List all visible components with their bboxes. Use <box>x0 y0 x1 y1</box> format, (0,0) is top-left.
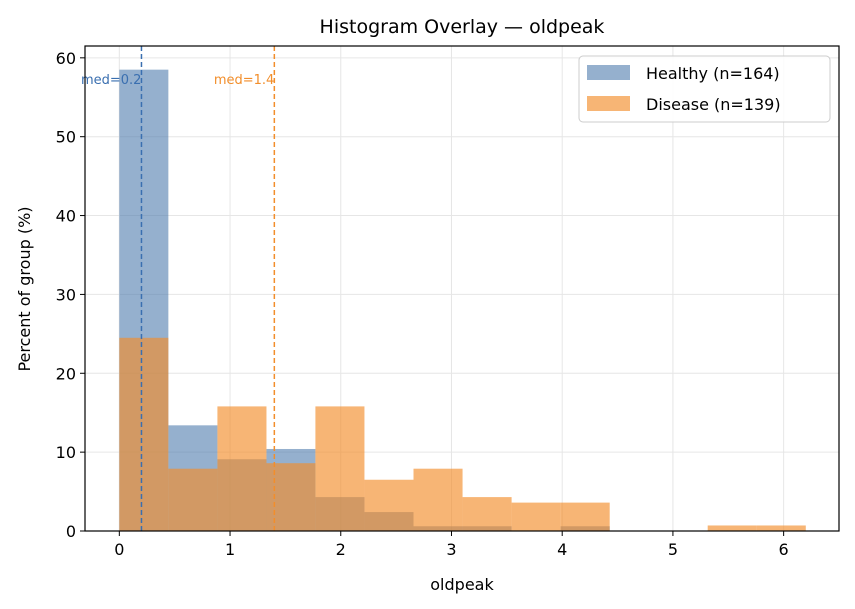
y-tick-label: 20 <box>56 364 76 383</box>
x-tick-label: 2 <box>336 540 346 559</box>
histogram-bar-disease <box>511 502 561 531</box>
x-tick-label: 4 <box>557 540 567 559</box>
legend-swatch-healthy <box>587 65 630 80</box>
histogram-bar-disease <box>364 479 414 531</box>
chart-title: Histogram Overlay — oldpeak <box>320 16 605 38</box>
x-tick-label: 3 <box>446 540 456 559</box>
x-tick-label: 5 <box>668 540 678 559</box>
median-label: med=1.4 <box>214 73 274 88</box>
plot-frame <box>84 45 840 532</box>
legend: Healthy (n=164) Disease (n=139) <box>578 55 831 123</box>
histogram-bar-disease <box>707 525 757 531</box>
histogram-bar-disease <box>756 525 806 531</box>
y-tick-label: 40 <box>56 207 76 226</box>
y-axis-ticks: 0 10 20 30 40 50 60 <box>56 49 85 541</box>
y-tick-label: 10 <box>56 443 76 462</box>
histogram-bar-disease <box>119 337 169 531</box>
y-tick-label: 50 <box>56 128 76 147</box>
legend-box <box>578 55 831 123</box>
x-axis-label: oldpeak <box>430 575 494 594</box>
median-lines: med=0.2 med=1.4 <box>81 46 276 531</box>
histogram-bar-disease <box>168 468 218 531</box>
x-tick-label: 1 <box>225 540 235 559</box>
y-tick-label: 0 <box>66 522 76 541</box>
bars-group <box>119 69 806 531</box>
x-tick-label: 0 <box>114 540 124 559</box>
median-label: med=0.2 <box>81 73 141 88</box>
histogram-bar-disease <box>462 497 512 531</box>
histogram-bar-disease <box>413 468 463 531</box>
y-tick-label: 30 <box>56 285 76 304</box>
histogram-bar-disease <box>560 502 610 531</box>
legend-swatch-disease <box>587 96 630 111</box>
y-tick-label: 60 <box>56 49 76 68</box>
legend-label-healthy: Healthy (n=164) <box>646 64 780 83</box>
y-axis-label: Percent of group (%) <box>15 206 34 371</box>
histogram-bar-disease <box>217 406 267 531</box>
histogram-bar-disease <box>315 406 365 531</box>
x-axis-ticks: 0 1 2 3 4 5 6 <box>114 531 789 559</box>
x-tick-label: 6 <box>779 540 789 559</box>
legend-label-disease: Disease (n=139) <box>646 95 781 114</box>
